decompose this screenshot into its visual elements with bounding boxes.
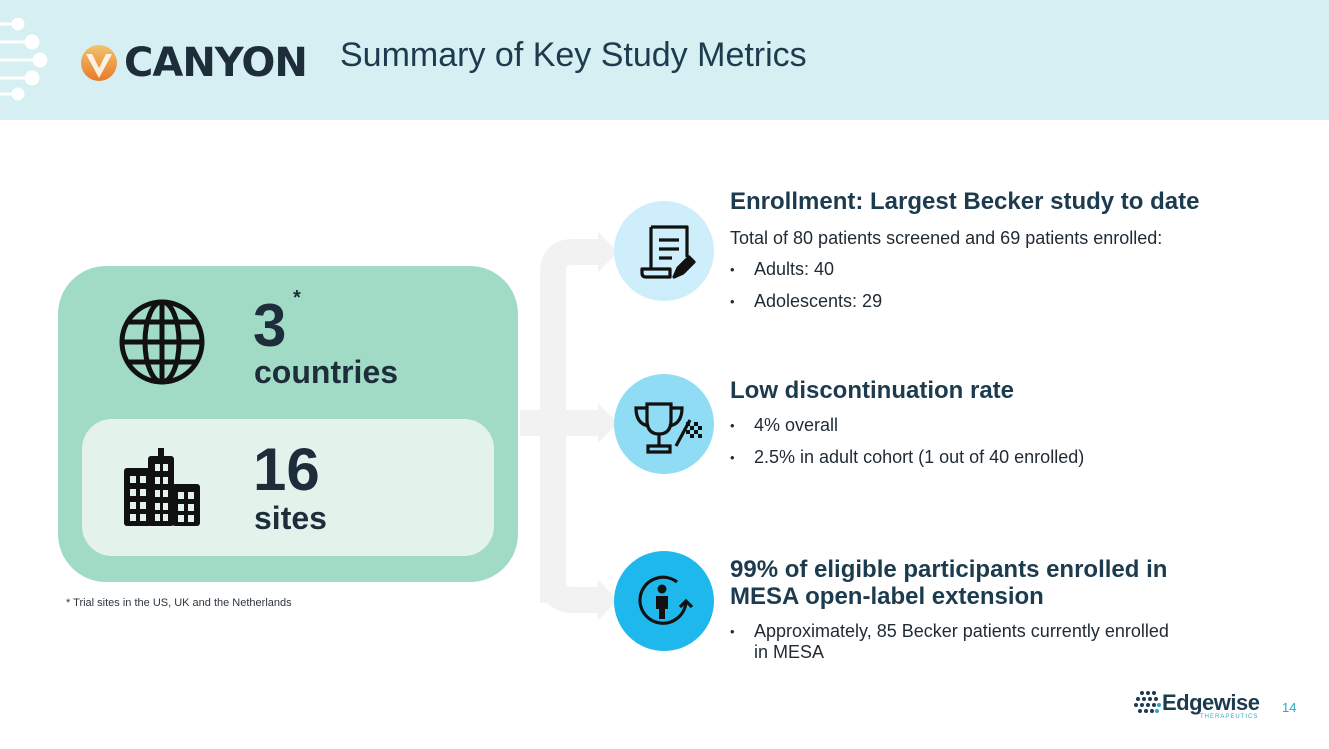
decorative-circuit-icon: [0, 18, 48, 101]
discontinuation-title: Low discontinuation rate: [730, 377, 1015, 404]
brand-name: CANYON: [124, 40, 308, 86]
canyon-logo: CANYON: [80, 40, 308, 86]
page-number: 14: [1282, 700, 1297, 715]
trophy-icon: [634, 402, 702, 454]
globe-icon: [119, 299, 205, 385]
buildings-icon: [124, 448, 200, 526]
branch-arrows: [520, 232, 618, 620]
discontinuation-bullet: 4% overall: [730, 415, 838, 436]
document-edit-icon: [640, 225, 696, 279]
enrollment-circle: [614, 201, 714, 301]
enrollment-title: Enrollment: Largest Becker study to date: [730, 188, 1200, 215]
header-banner: CANYON Summary of Key Study Metrics: [0, 0, 1329, 120]
company-subtitle: THERAPEUTICS: [1200, 714, 1259, 720]
edgewise-dots-icon: [1134, 691, 1161, 713]
footnote: * Trial sites in the US, UK and the Neth…: [66, 597, 292, 609]
page-title: Summary of Key Study Metrics: [340, 36, 807, 74]
person-rotate-icon: [638, 575, 694, 625]
mesa-title-line2: MESA open-label extension: [730, 583, 1044, 610]
enrollment-bullet: Adults: 40: [730, 259, 834, 280]
enrollment-bullet: Adolescents: 29: [730, 291, 882, 312]
countries-number: 3: [253, 292, 287, 359]
discontinuation-circle: [614, 374, 714, 474]
mesa-title-line1: 99% of eligible participants enrolled in: [730, 556, 1168, 583]
mesa-bullet: Approximately, 85 Becker patients curren…: [730, 621, 1169, 642]
enrollment-intro: Total of 80 patients screened and 69 pat…: [730, 228, 1163, 248]
mesa-circle: [614, 551, 714, 651]
sites-number: 16: [253, 436, 320, 503]
mesa-bullet-continuation: in MESA: [754, 642, 825, 662]
countries-asterisk: *: [293, 287, 301, 309]
discontinuation-bullet: 2.5% in adult cohort (1 out of 40 enroll…: [730, 447, 1084, 468]
countries-label: countries: [254, 354, 399, 390]
sites-label: sites: [254, 500, 327, 536]
company-name: Edgewise: [1162, 690, 1260, 715]
canyon-v-icon: [81, 45, 117, 81]
edgewise-logo: Edgewise: [1134, 690, 1260, 716]
